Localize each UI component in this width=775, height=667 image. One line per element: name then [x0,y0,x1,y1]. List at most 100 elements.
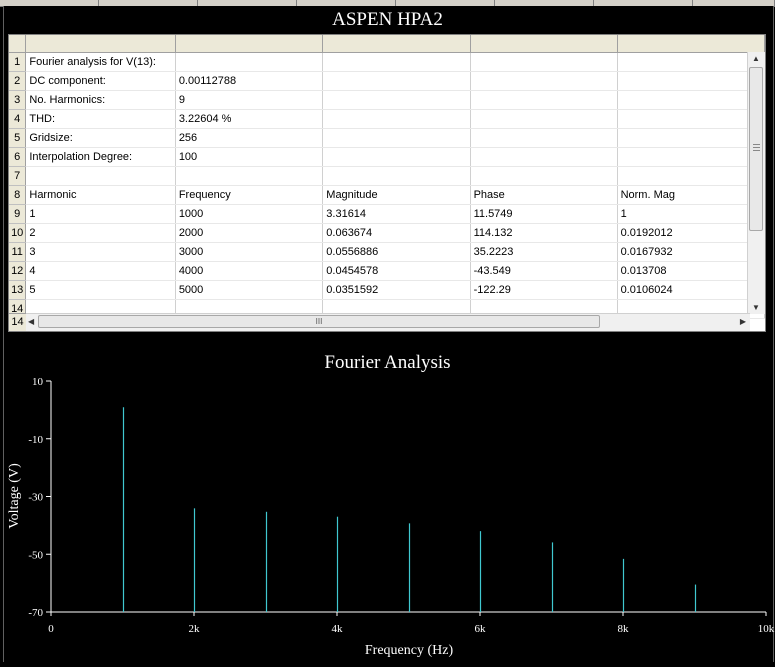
grid-cell[interactable]: 100 [175,147,324,167]
vertical-scrollbar[interactable]: ▲ ▼ [747,52,765,314]
grid-cell[interactable] [322,166,471,186]
horizontal-scroll-thumb[interactable]: III [38,315,600,328]
column-header[interactable] [617,35,765,53]
grid-cell[interactable]: Frequency [175,185,324,205]
row-number[interactable]: 9 [9,204,27,224]
grid-cell[interactable]: Norm. Mag [617,185,765,205]
tab[interactable] [99,0,198,6]
grid-cell[interactable]: 0.0106024 [617,280,765,300]
grid-cell[interactable]: 3.22604 % [175,109,324,129]
column-header[interactable] [470,35,618,53]
row-number[interactable]: 7 [9,166,27,186]
grid-cell[interactable]: 4 [25,261,176,281]
grid-cell[interactable]: 1000 [175,204,324,224]
tab[interactable] [0,0,99,6]
grid-cell[interactable] [617,128,765,148]
grid-cell[interactable] [322,52,471,72]
grid-cell[interactable]: 0.0556886 [322,242,471,262]
grid-cell[interactable]: Gridsize: [25,128,176,148]
tab[interactable] [594,0,693,6]
column-header[interactable] [175,35,324,53]
grid-cell[interactable]: 0.0167932 [617,242,765,262]
grid-cell[interactable]: 0.0351592 [322,280,471,300]
grid-cell[interactable]: 1 [25,204,176,224]
grid-cell[interactable] [322,109,471,129]
grid-cell[interactable]: 9 [175,90,324,110]
results-grid[interactable]: 1 Fourier analysis for V(13): 2 DC componen… [8,34,766,332]
grid-cell[interactable] [470,166,618,186]
grid-cell[interactable] [470,147,618,167]
row-number[interactable]: 10 [9,223,27,243]
scroll-down-icon[interactable]: ▼ [752,303,760,312]
grid-cell[interactable] [470,128,618,148]
grid-cell[interactable]: Harmonic [25,185,176,205]
row-number[interactable]: 2 [9,71,27,91]
grid-cell[interactable]: Magnitude [322,185,471,205]
grid-cell[interactable] [470,52,618,72]
grid-cell[interactable] [617,90,765,110]
grid-cell[interactable]: -122.29 [470,280,618,300]
grid-cell[interactable]: 2 [25,223,176,243]
chart-title: Fourier Analysis [324,352,451,373]
row-number[interactable]: 4 [9,109,27,129]
grid-cell[interactable]: 0.00112788 [175,71,324,91]
row-number[interactable]: 11 [9,242,27,262]
row-number[interactable]: 12 [9,261,27,281]
horizontal-scrollbar[interactable]: ◀ III ▶ [26,313,750,331]
grid-cell[interactable]: DC component: [25,71,176,91]
scroll-right-icon[interactable]: ▶ [739,317,746,326]
grid-cell[interactable] [322,90,471,110]
scroll-up-icon[interactable]: ▲ [752,54,760,63]
grid-cell[interactable] [322,128,471,148]
row-number[interactable]: 13 [9,280,27,300]
row-number[interactable]: 8 [9,185,27,205]
grid-cell[interactable] [617,52,765,72]
grid-cell[interactable]: 3000 [175,242,324,262]
grid-cell[interactable]: THD: [25,109,176,129]
grid-cell[interactable]: 256 [175,128,324,148]
tab[interactable] [396,0,495,6]
grid-cell[interactable]: Interpolation Degree: [25,147,176,167]
grid-cell[interactable]: 3 [25,242,176,262]
tab[interactable] [297,0,396,6]
row-number[interactable]: 5 [9,128,27,148]
grid-cell[interactable]: 0.013708 [617,261,765,281]
grid-cell[interactable] [470,90,618,110]
row-number[interactable]: 6 [9,147,27,167]
grid-cell[interactable]: 0.0192012 [617,223,765,243]
grid-cell[interactable] [617,71,765,91]
grid-cell[interactable] [322,71,471,91]
row-number[interactable]: 1 [9,52,27,72]
grid-cell[interactable]: -43.549 [470,261,618,281]
scroll-left-icon[interactable]: ◀ [28,317,35,326]
tab[interactable] [495,0,594,6]
grid-cell[interactable] [175,166,324,186]
grid-cell[interactable]: 5000 [175,280,324,300]
grid-cell[interactable]: 114.132 [470,223,618,243]
grid-cell[interactable]: 0.063674 [322,223,471,243]
tab[interactable] [198,0,297,6]
grid-cell[interactable]: 5 [25,280,176,300]
grid-cell[interactable]: No. Harmonics: [25,90,176,110]
grid-cell[interactable] [322,147,471,167]
grid-cell[interactable] [617,147,765,167]
grid-cell[interactable]: 4000 [175,261,324,281]
grid-cell[interactable]: 35.2223 [470,242,618,262]
vertical-scroll-thumb[interactable] [749,67,763,231]
grid-cell[interactable]: 1 [617,204,765,224]
grid-cell[interactable]: 3.31614 [322,204,471,224]
grid-cell[interactable]: 11.5749 [470,204,618,224]
grid-cell[interactable]: Fourier analysis for V(13): [25,52,176,72]
column-header[interactable] [322,35,471,53]
grid-cell[interactable] [470,71,618,91]
grid-cell[interactable]: 0.0454578 [322,261,471,281]
grid-cell[interactable] [617,109,765,129]
column-header[interactable] [25,35,176,53]
grid-cell[interactable]: 2000 [175,223,324,243]
grid-cell[interactable] [175,52,324,72]
grid-cell[interactable] [470,109,618,129]
row-number[interactable]: 3 [9,90,27,110]
grid-cell[interactable] [25,166,176,186]
grid-cell[interactable] [617,166,765,186]
grid-cell[interactable]: Phase [470,185,618,205]
